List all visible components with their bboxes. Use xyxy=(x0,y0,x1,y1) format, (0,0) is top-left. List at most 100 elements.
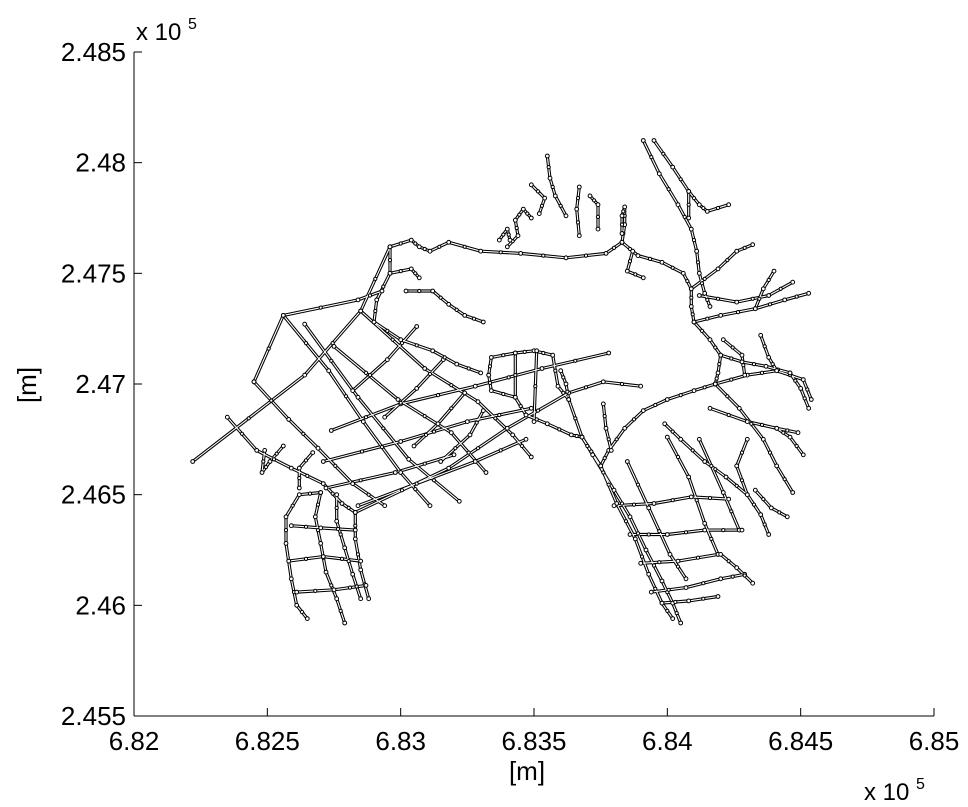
network-node xyxy=(398,439,404,444)
network-node xyxy=(766,277,771,283)
network-node xyxy=(673,599,678,605)
network-node xyxy=(318,541,324,546)
network-node xyxy=(717,362,722,367)
network-node xyxy=(624,459,630,464)
network-node xyxy=(358,478,363,483)
network-node xyxy=(646,571,652,577)
network-node xyxy=(542,195,548,201)
network-node xyxy=(623,519,629,524)
network-node xyxy=(752,306,758,312)
network-node xyxy=(808,397,814,402)
network-node xyxy=(683,576,689,582)
network-node xyxy=(595,226,601,232)
network-node xyxy=(350,481,356,487)
network-node xyxy=(379,288,385,294)
network-node xyxy=(704,209,710,214)
network-node xyxy=(318,305,323,310)
network-node xyxy=(358,596,364,602)
network-node xyxy=(619,222,625,227)
network-node xyxy=(438,295,443,300)
network-node xyxy=(307,491,313,496)
network-node xyxy=(573,416,578,421)
network-node xyxy=(408,266,414,272)
network-node xyxy=(561,390,566,395)
network-node xyxy=(670,498,675,503)
network-node xyxy=(352,527,358,533)
network-node xyxy=(416,275,422,281)
network-node xyxy=(251,379,257,385)
network-node xyxy=(635,482,641,487)
network-node xyxy=(583,253,589,258)
network-node xyxy=(427,503,433,509)
network-node xyxy=(430,348,436,354)
network-node xyxy=(670,164,676,170)
network-node xyxy=(707,337,713,343)
network-node xyxy=(715,205,721,211)
network-node xyxy=(553,368,558,373)
network-node xyxy=(406,456,412,462)
network-node xyxy=(413,271,418,276)
network-node xyxy=(449,406,454,411)
network-node xyxy=(622,425,628,431)
network-node xyxy=(431,429,437,434)
network-node xyxy=(675,558,681,564)
network-node xyxy=(544,153,550,159)
network-node xyxy=(718,313,724,318)
network-node xyxy=(350,388,356,394)
network-node xyxy=(574,433,579,439)
network-node xyxy=(685,279,690,284)
network-node xyxy=(640,275,646,281)
network-node xyxy=(601,470,606,475)
network-node xyxy=(742,573,747,578)
network-node xyxy=(286,417,292,422)
network-node xyxy=(802,396,807,401)
network-node xyxy=(744,419,750,425)
network-node xyxy=(702,459,708,464)
network-node xyxy=(674,611,679,616)
x-tick-label: 6.825 xyxy=(235,726,300,756)
network-node xyxy=(583,385,589,390)
network-node xyxy=(329,358,334,363)
network-node xyxy=(339,556,345,562)
network-node xyxy=(190,459,196,464)
network-node xyxy=(360,419,366,425)
tick-marks xyxy=(133,51,935,717)
network-node xyxy=(535,189,541,194)
network-node xyxy=(528,405,534,411)
network-node xyxy=(384,357,390,363)
network-node xyxy=(761,497,766,502)
network-node xyxy=(374,297,380,303)
network-node xyxy=(603,251,609,256)
x-tick-label: 6.82 xyxy=(109,726,160,756)
network-node xyxy=(603,425,609,431)
pipe-segment-inner xyxy=(621,241,722,385)
pipe-segment-inner xyxy=(653,139,730,212)
network-node xyxy=(239,431,245,436)
network-node xyxy=(726,496,732,502)
network-node xyxy=(363,415,369,420)
pipe-segment-inner xyxy=(405,290,484,323)
network-node xyxy=(666,587,671,592)
network-node xyxy=(561,375,566,380)
network-node xyxy=(734,248,740,254)
network-node xyxy=(431,478,437,483)
network-node xyxy=(659,600,665,606)
y-multiplier-base: x 10 xyxy=(136,19,181,46)
network-node xyxy=(579,434,585,440)
network-node xyxy=(787,434,793,440)
network-node xyxy=(288,465,294,471)
network-node xyxy=(451,452,457,458)
network-node xyxy=(670,616,676,621)
pipe-segment xyxy=(297,451,315,490)
network-node xyxy=(751,362,757,367)
network-node xyxy=(427,371,433,377)
network-node xyxy=(497,412,502,418)
network-node xyxy=(715,594,721,599)
network-node xyxy=(422,366,428,371)
network-node xyxy=(262,448,268,453)
network-node xyxy=(534,348,540,354)
network-node xyxy=(398,400,403,405)
network-node xyxy=(750,242,756,248)
network-node xyxy=(302,372,308,378)
network-node xyxy=(550,184,555,190)
